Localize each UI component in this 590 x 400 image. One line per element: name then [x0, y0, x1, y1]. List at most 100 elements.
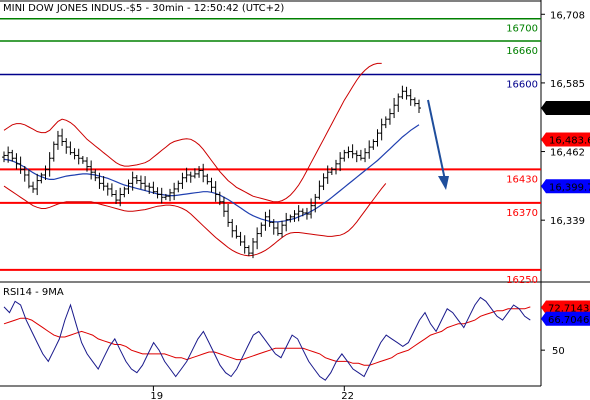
- chart-title: MINI DOW JONES INDUS.-$5 - 30min - 12:50…: [3, 3, 284, 14]
- ohlc-bar: [10, 149, 15, 162]
- ohlc-bar: [31, 181, 36, 193]
- price-tick-label: 16,339: [550, 216, 585, 227]
- ohlc-bar: [209, 177, 214, 193]
- ohlc-bar: [130, 171, 135, 191]
- ohlc-bar: [6, 146, 11, 163]
- time-tick-label: 19: [150, 391, 163, 400]
- ohlc-bar: [404, 86, 409, 100]
- ohlc-bar: [143, 176, 148, 191]
- svg-text:72.7143: 72.7143: [548, 303, 589, 314]
- ohlc-bar: [47, 152, 52, 177]
- ohlc-bar: [101, 176, 106, 191]
- ohlc-bar: [163, 193, 168, 201]
- ohlc-bar: [246, 245, 251, 256]
- ohlc-bar: [138, 175, 143, 189]
- svg-text:66.7046: 66.7046: [548, 315, 589, 326]
- ohlc-bar: [114, 190, 119, 204]
- ohlc-bar: [392, 97, 397, 119]
- ohlc-bar: [321, 173, 326, 191]
- ohlc-bar: [350, 144, 355, 159]
- level-label: 16700: [506, 24, 538, 35]
- ohlc-bar: [334, 159, 338, 175]
- ohlc-bar: [197, 166, 202, 178]
- price-tick-label: 16,708: [550, 10, 585, 21]
- ohlc-bar: [43, 165, 48, 181]
- ohlc-bar: [105, 182, 110, 196]
- ohlc-bar: [14, 153, 19, 170]
- ohlc-bar: [242, 235, 247, 254]
- ohlc-bar: [280, 220, 285, 238]
- ohlc-bar: [93, 169, 98, 182]
- rsi-badge: 66.7046: [541, 311, 590, 326]
- ohlc-bar: [168, 188, 172, 202]
- ohlc-bar: [383, 116, 388, 129]
- rsi-lines: [3, 296, 531, 381]
- ohlc-bar: [55, 130, 60, 150]
- ohlc-bar: [18, 156, 23, 174]
- ohlc-bar: [396, 93, 401, 112]
- ohlc-bar: [375, 129, 380, 147]
- ohlc-bar: [387, 108, 392, 125]
- ohlc-bar: [2, 151, 6, 163]
- ohlc-bar: [251, 238, 255, 259]
- ohlc-bar: [292, 210, 297, 222]
- ohlc-bar: [267, 209, 272, 227]
- ohlc-bar: [205, 173, 210, 185]
- ohlc-bar: [147, 182, 152, 194]
- ohlc-bar: [184, 167, 189, 183]
- ohlc-bar: [85, 157, 89, 172]
- ohlc-bar: [317, 180, 322, 200]
- ohlc-bar: [363, 148, 368, 163]
- ohlc-bar: [296, 205, 301, 222]
- ohlc-bar: [304, 207, 309, 220]
- price-tick-label: 16,462: [550, 148, 585, 159]
- ohlc-bar: [188, 171, 193, 183]
- ohlc-bar: [122, 186, 127, 198]
- ohlc-bar: [263, 211, 268, 231]
- ohlc-bar: [89, 160, 94, 180]
- ohlc-bar: [192, 168, 197, 179]
- ohlc-bar: [288, 214, 293, 223]
- time-axis: 19 22: [150, 386, 354, 400]
- ohlc-bar: [134, 174, 139, 184]
- ohlc-bar: [284, 212, 289, 232]
- price-badges: 16,540 16,483.6 16,399.7: [541, 101, 590, 194]
- price-badge: 16,483.6: [541, 132, 590, 147]
- rsi-axis-ticks: 50: [541, 346, 565, 357]
- svg-text:16,540: 16,540: [549, 104, 584, 115]
- ohlc-bar: [275, 222, 280, 236]
- ohlc-bar: [176, 180, 181, 193]
- rsi-badge: 72.7143: [541, 300, 590, 315]
- price-badge: 16,540: [541, 101, 590, 116]
- ohlc-bar: [97, 172, 102, 189]
- sma-line: [3, 124, 420, 223]
- ohlc-bar: [64, 138, 69, 154]
- ohlc-bar: [126, 179, 131, 194]
- ohlc-bar: [354, 150, 359, 163]
- ohlc-bar: [201, 163, 206, 183]
- rsi-ma-line: [3, 306, 531, 366]
- ohlc-bar: [309, 198, 314, 219]
- rsi-tick-label: 50: [552, 346, 565, 357]
- ohlc-bar: [342, 149, 347, 162]
- svg-text:16,399.7: 16,399.7: [549, 182, 590, 193]
- price-axis-ticks: 16,708 16,585 16,462 16,339: [541, 10, 585, 227]
- ohlc-bar: [159, 187, 164, 204]
- ohlc-bar: [80, 156, 85, 164]
- forecast-arrow: [427, 99, 449, 190]
- ohlc-bar: [51, 141, 56, 162]
- rsi-title: RSI14 - 9MA: [3, 287, 64, 298]
- time-tick-label: 22: [341, 391, 354, 400]
- ohlc-bar: [358, 149, 363, 161]
- ohlc-bar: [217, 191, 222, 206]
- horizontal-levels: 16700 16660 16600 16430 16370 16250: [0, 17, 541, 286]
- ohlc-bar: [109, 183, 114, 197]
- ohlc-bars: [2, 85, 421, 259]
- ohlc-bar: [338, 152, 343, 172]
- svg-text:16,483.6: 16,483.6: [549, 135, 590, 146]
- ohlc-bar: [230, 219, 235, 238]
- bollinger-upper-band: [3, 62, 382, 203]
